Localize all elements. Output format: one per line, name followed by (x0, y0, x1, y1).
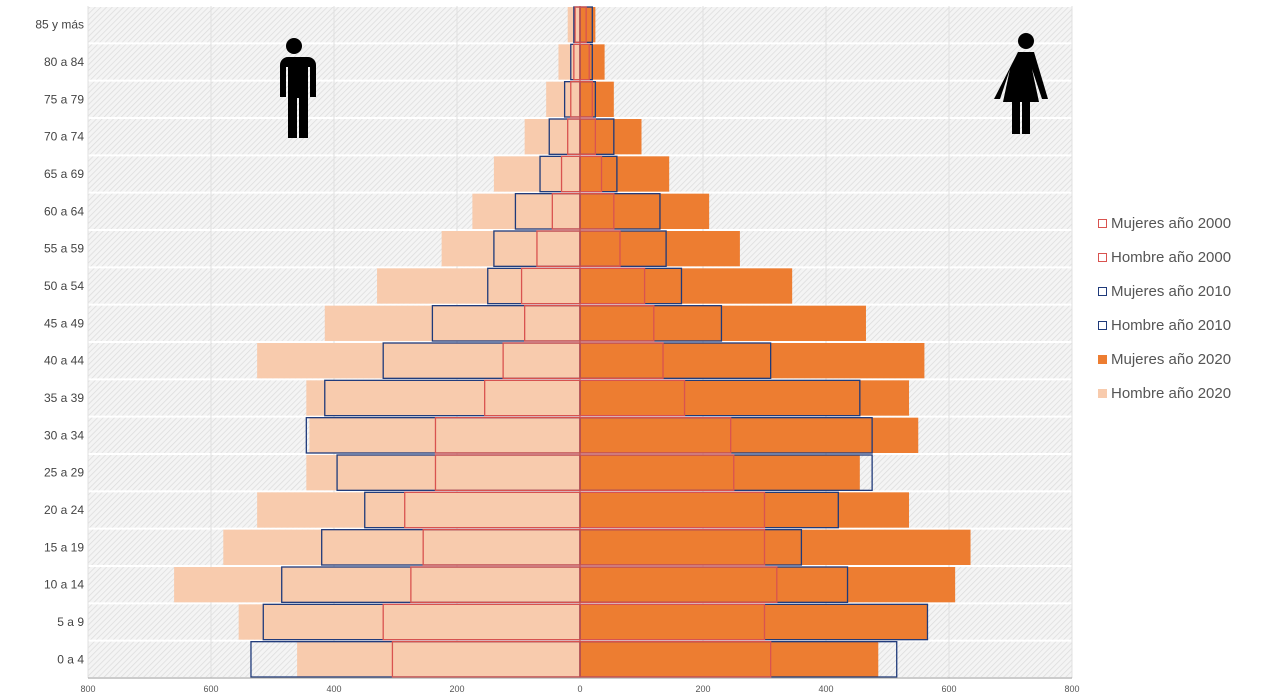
bar-mujeres-ano-2020 (580, 417, 919, 453)
bar-mujeres-ano-2020 (580, 567, 956, 603)
bar-mujeres-ano-2020 (580, 156, 670, 192)
bar-mujeres-ano-2020 (580, 529, 971, 565)
x-tick-label: 400 (818, 684, 833, 694)
bar-mujeres-ano-2020 (580, 492, 910, 528)
legend-label: Hombre año 2020 (1111, 384, 1232, 402)
x-axis-labels: 800 600 400 200 0 200 400 600 800 (80, 684, 1079, 694)
legend-item: Hombre año 2020 (1098, 376, 1231, 410)
bar-mujeres-ano-2020 (580, 231, 740, 267)
y-axis-labels: 0 a 4 5 a 9 10 a 14 15 a 19 20 a 24 25 a 29 30… (35, 18, 84, 667)
y-tick-label: 10 a 14 (44, 578, 84, 592)
legend-swatch (1098, 388, 1107, 398)
bar-hombre-ano-2020 (493, 156, 580, 192)
legend-label: Mujeres año 2000 (1111, 214, 1232, 232)
y-tick-label: 15 a 19 (44, 540, 84, 554)
bar-hombre-ano-2020 (238, 604, 581, 640)
y-tick-label: 35 a 39 (44, 391, 84, 405)
legend-item: Mujeres año 2010 (1098, 274, 1231, 308)
bar-hombre-ano-2020 (306, 380, 580, 416)
legend-label: Mujeres año 2020 (1111, 350, 1232, 368)
y-tick-label: 25 a 29 (44, 466, 84, 480)
legend-item: Hombre año 2010 (1098, 308, 1231, 342)
bar-hombre-ano-2020 (257, 492, 580, 528)
y-tick-label: 55 a 59 (44, 242, 84, 256)
y-tick-label: 65 a 69 (44, 167, 84, 181)
x-tick-label: 200 (449, 684, 464, 694)
bar-hombre-ano-2020 (297, 641, 580, 677)
x-tick-label: 800 (1064, 684, 1079, 694)
legend-swatch (1098, 286, 1107, 296)
bar-hombre-ano-2020 (223, 529, 581, 565)
chart-legend: Mujeres año 2000 Hombre año 2000 Mujeres a… (1098, 206, 1231, 410)
y-tick-label: 60 a 64 (44, 204, 84, 218)
bar-mujeres-ano-2020 (580, 380, 910, 416)
male-person-icon (280, 38, 316, 138)
bar-hombre-ano-2020 (257, 343, 580, 379)
x-tick-label: 600 (941, 684, 956, 694)
legend-swatch (1098, 354, 1107, 364)
bar-hombre-ano-2020 (309, 417, 580, 453)
y-tick-label: 5 a 9 (57, 615, 84, 629)
bar-hombre-ano-2020 (377, 268, 580, 304)
x-tick-label: 600 (203, 684, 218, 694)
legend-swatch (1098, 252, 1107, 262)
y-tick-label: 40 a 44 (44, 354, 84, 368)
y-tick-label: 0 a 4 (57, 652, 84, 666)
bars-group (88, 6, 1072, 679)
bar-hombre-ano-2020 (306, 455, 580, 491)
legend-item: Mujeres año 2000 (1098, 206, 1231, 240)
bar-mujeres-ano-2020 (580, 604, 928, 640)
x-tick-label: 800 (80, 684, 95, 694)
y-tick-label: 30 a 34 (44, 428, 84, 442)
y-tick-label: 85 y más (35, 18, 84, 32)
bar-mujeres-ano-2020 (580, 268, 793, 304)
legend-item: Hombre año 2000 (1098, 240, 1231, 274)
y-tick-label: 45 a 49 (44, 316, 84, 330)
y-tick-label: 20 a 24 (44, 503, 84, 517)
bar-mujeres-ano-2020 (580, 81, 614, 117)
y-tick-label: 75 a 79 (44, 92, 84, 106)
y-tick-label: 80 a 84 (44, 55, 84, 69)
legend-swatch (1098, 320, 1107, 330)
bar-mujeres-ano-2020 (580, 641, 879, 677)
y-tick-label: 50 a 54 (44, 279, 84, 293)
bar-mujeres-ano-2020 (580, 119, 642, 155)
legend-label: Mujeres año 2010 (1111, 282, 1232, 300)
legend-swatch (1098, 218, 1107, 228)
bar-mujeres-ano-2020 (580, 7, 596, 43)
x-tick-label: 200 (695, 684, 710, 694)
bar-mujeres-ano-2020 (580, 343, 925, 379)
bar-hombre-ano-2020 (324, 305, 580, 341)
x-tick-label: 400 (326, 684, 341, 694)
legend-item: Mujeres año 2020 (1098, 342, 1231, 376)
bar-hombre-ano-2020 (558, 44, 580, 80)
bar-mujeres-ano-2020 (580, 193, 710, 229)
bar-hombre-ano-2020 (441, 231, 580, 267)
bar-hombre-ano-2020 (472, 193, 580, 229)
bar-mujeres-ano-2020 (580, 455, 860, 491)
x-tick-label: 0 (577, 684, 582, 694)
bar-hombre-ano-2020 (546, 81, 580, 117)
legend-label: Hombre año 2010 (1111, 316, 1232, 334)
legend-label: Hombre año 2000 (1111, 248, 1232, 266)
bar-hombre-ano-2020 (174, 567, 580, 603)
y-tick-label: 70 a 74 (44, 130, 84, 144)
bar-hombre-ano-2020 (524, 119, 580, 155)
bar-mujeres-ano-2020 (580, 305, 866, 341)
female-person-icon (994, 33, 1048, 134)
